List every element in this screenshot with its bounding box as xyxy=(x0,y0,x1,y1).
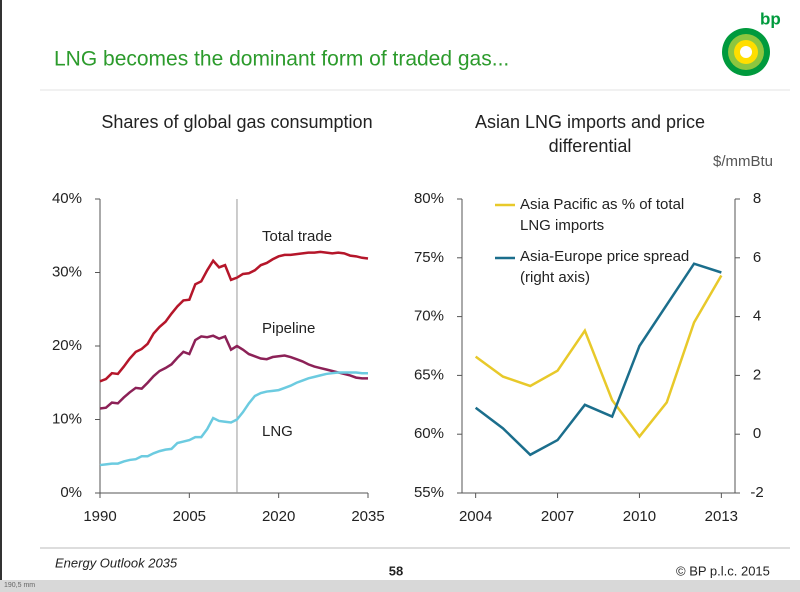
x-tick-label: 2004 xyxy=(459,508,492,525)
x-tick-label: 2007 xyxy=(541,508,574,525)
y2-tick-label: 6 xyxy=(753,249,761,266)
y-tick-label: 20% xyxy=(52,337,82,354)
x-tick-label: 2005 xyxy=(173,508,206,525)
y-tick-label: 65% xyxy=(414,366,444,383)
y2-tick-label: 2 xyxy=(753,366,761,383)
copyright: © BP p.l.c. 2015 xyxy=(676,563,770,578)
y2-tick-label: 0 xyxy=(753,425,761,442)
y-tick-label: 0% xyxy=(60,484,82,501)
page-number: 58 xyxy=(389,563,403,578)
y-tick-label: 80% xyxy=(414,190,444,207)
y2-axis-label: $/mmBtu xyxy=(713,153,773,170)
series-label: LNG xyxy=(262,423,293,440)
series-line xyxy=(474,262,722,457)
y-tick-label: 40% xyxy=(52,190,82,207)
ruler-label: 190,5 mm xyxy=(4,582,35,589)
x-tick-label: 2010 xyxy=(623,508,656,525)
series-line xyxy=(99,371,368,467)
y2-tick-label: 8 xyxy=(753,190,761,207)
y-tick-label: 75% xyxy=(414,249,444,266)
footer-source: Energy Outlook 2035 xyxy=(55,555,178,570)
chart-title: Asian LNG imports and price differential xyxy=(474,112,706,156)
y-tick-label: 30% xyxy=(52,263,82,280)
x-tick-label: 2020 xyxy=(262,508,295,525)
logo xyxy=(722,28,770,76)
legend-label: Asia-Europe price spread (right axis) xyxy=(520,248,690,286)
slide-title: LNG becomes the dominant form of traded … xyxy=(54,48,509,71)
x-tick-label: 2013 xyxy=(705,508,738,525)
series-label: Total trade xyxy=(262,228,332,245)
y-tick-label: 55% xyxy=(414,484,444,501)
chart-title: Shares of global gas consumption xyxy=(101,112,373,132)
logo-text: bp xyxy=(760,9,781,28)
y-tick-label: 70% xyxy=(414,308,444,325)
legend-label: Asia Pacific as % of total LNG imports xyxy=(520,196,685,234)
y-tick-label: 10% xyxy=(52,410,82,427)
series-line xyxy=(99,250,369,383)
series-line xyxy=(474,274,723,439)
y-tick-label: 60% xyxy=(414,425,444,442)
y2-tick-label: -2 xyxy=(750,484,763,501)
y2-tick-label: 4 xyxy=(753,308,761,325)
series-line xyxy=(99,334,368,410)
x-tick-label: 1990 xyxy=(83,508,116,525)
x-tick-label: 2035 xyxy=(351,508,384,525)
bottom-strip xyxy=(0,580,800,592)
series-label: Pipeline xyxy=(262,320,315,337)
